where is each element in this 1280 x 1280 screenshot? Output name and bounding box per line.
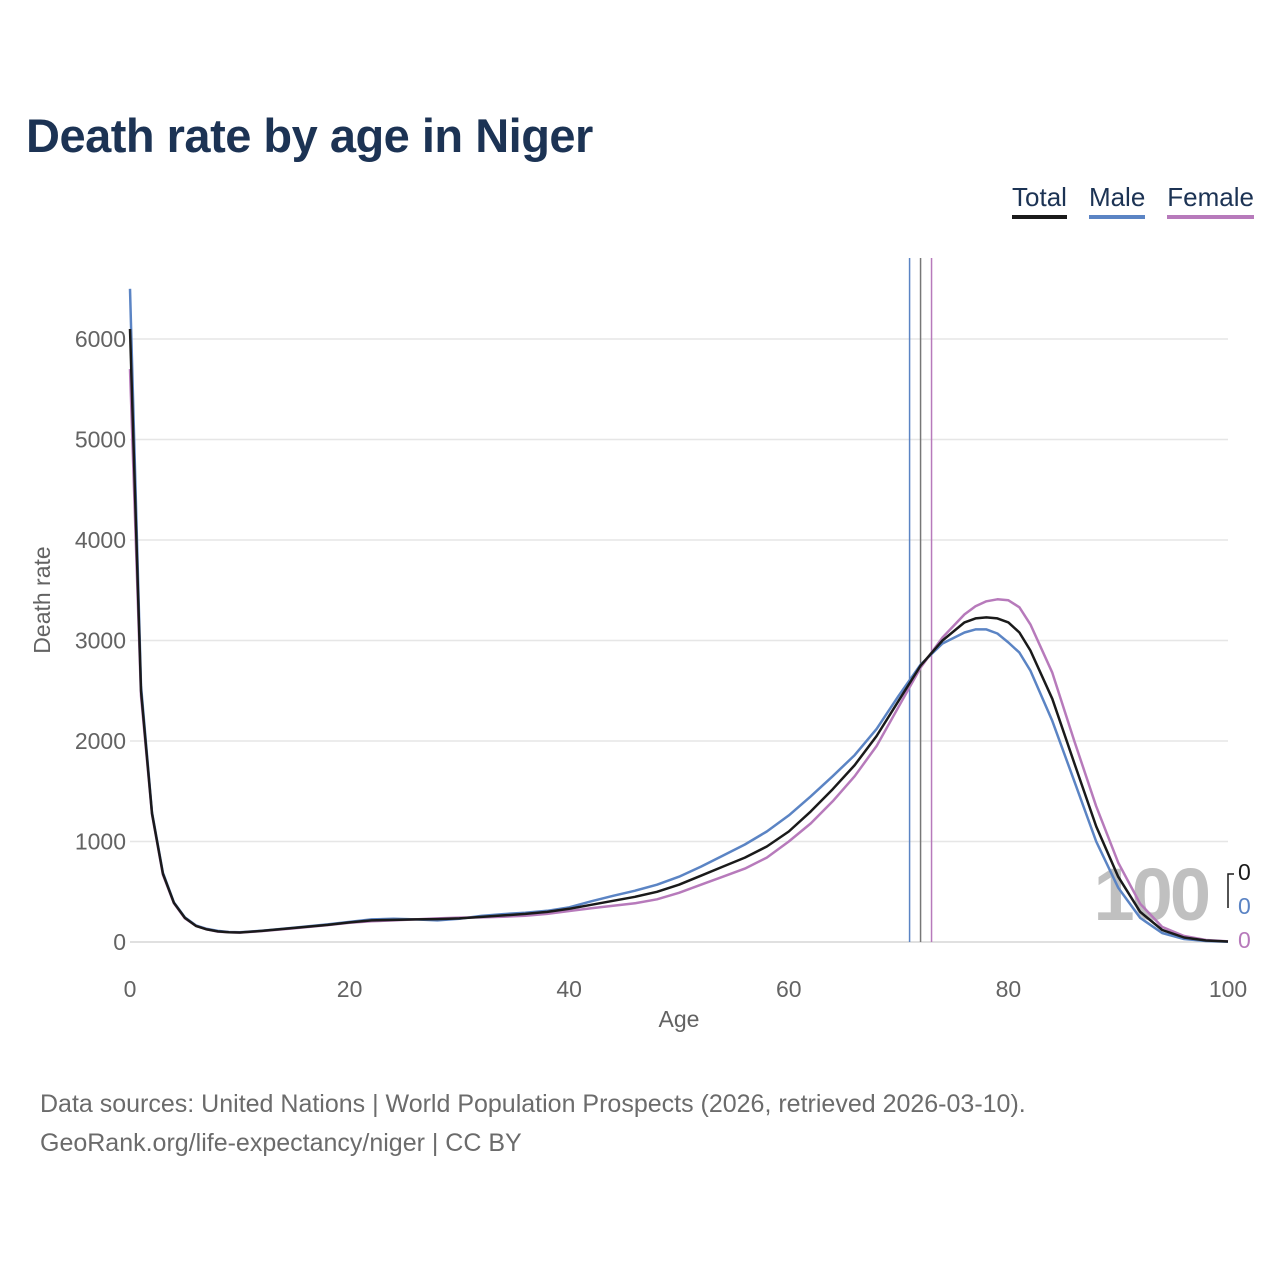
y-tick-label: 2000 xyxy=(75,728,126,754)
source-note: Data sources: United Nations | World Pop… xyxy=(40,1085,1026,1163)
hover-value-female: 0 xyxy=(1238,927,1251,953)
series-line-total[interactable] xyxy=(128,328,1229,943)
series-line-female[interactable] xyxy=(128,369,1229,943)
x-axis-label: Age xyxy=(659,1006,700,1032)
y-tick-label: 5000 xyxy=(75,427,126,453)
series-line-male[interactable] xyxy=(128,288,1229,943)
x-tick-label: 40 xyxy=(556,976,582,1002)
x-tick-label: 20 xyxy=(337,976,363,1002)
legend: Total Male Female xyxy=(1012,182,1254,219)
y-tick-label: 3000 xyxy=(75,628,126,654)
x-tick-label: 60 xyxy=(776,976,802,1002)
legend-item-male[interactable]: Male xyxy=(1088,182,1146,219)
x-tick-label: 0 xyxy=(124,976,137,1002)
y-tick-label: 0 xyxy=(113,929,126,955)
page-title: Death rate by age in Niger xyxy=(26,109,593,162)
y-axis-label: Death rate xyxy=(29,546,55,653)
legend-item-female[interactable]: Female xyxy=(1167,182,1254,219)
hover-value-male: 0 xyxy=(1238,893,1251,919)
hover-value-total: 0 xyxy=(1238,859,1251,885)
year-watermark: 100 xyxy=(1094,853,1209,936)
x-tick-label: 80 xyxy=(996,976,1022,1002)
source-line-1: Data sources: United Nations | World Pop… xyxy=(40,1090,1026,1118)
x-tick-label: 100 xyxy=(1209,976,1247,1002)
y-tick-label: 6000 xyxy=(75,326,126,352)
y-tick-label: 1000 xyxy=(75,829,126,855)
hover-bracket xyxy=(1227,873,1234,908)
legend-item-total[interactable]: Total xyxy=(1012,182,1067,219)
source-line-2[interactable]: GeoRank.org/life-expectancy/niger | CC B… xyxy=(40,1129,522,1157)
y-tick-label: 4000 xyxy=(75,527,126,553)
